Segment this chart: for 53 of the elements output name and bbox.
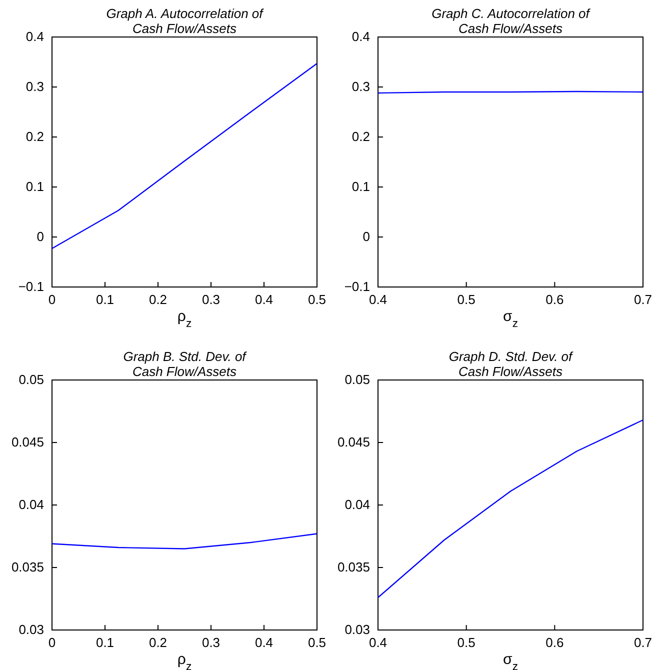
line-series xyxy=(51,62,318,250)
x-axis-title: σ$_{z}$ xyxy=(503,651,518,670)
x-tick-label: 0.1 xyxy=(96,292,114,308)
x-tick-label: 0.5 xyxy=(457,292,476,308)
x-tick-label: 0.1 xyxy=(96,635,114,650)
x-tick-label: 0.4 xyxy=(254,635,274,650)
y-tick-label: 0.05 xyxy=(344,372,370,388)
x-tick-label: 0.4 xyxy=(368,292,388,308)
y-tick-label: 0.1 xyxy=(26,179,44,194)
y-tick-label: 0.4 xyxy=(26,29,44,44)
y-tick-label: 0.2 xyxy=(26,129,44,144)
chart-title: Graph B. Std. Dev. of Cash Flow/Assets xyxy=(123,349,248,379)
y-tick-label: 0.035 xyxy=(337,560,370,575)
y-tick-label: −0.1 xyxy=(344,279,370,294)
y-tick-label: 0.3 xyxy=(352,79,370,94)
y-tick-label: 0.03 xyxy=(18,622,44,638)
chart-title: Graph D. Std. Dev. of Cash Flow/Assets xyxy=(448,349,574,379)
x-tick-label: 0.7 xyxy=(634,635,652,650)
y-tick-label: −0.1 xyxy=(18,279,44,294)
x-tick-label: 0.4 xyxy=(254,292,274,308)
y-tick-label: 0.3 xyxy=(26,79,44,94)
x-tick-label: 0.3 xyxy=(202,635,220,650)
y-tick-label: 0.04 xyxy=(18,497,44,512)
x-axis-title: ρ$_{z}$ xyxy=(177,651,192,670)
chart-title: Graph C. Autocorrelation of Cash Flow/Assets xyxy=(432,6,591,36)
x-tick-label: 0.3 xyxy=(202,292,220,308)
y-tick-label: 0.1 xyxy=(352,179,370,194)
y-tick-label: 0.03 xyxy=(344,622,370,638)
y-tick-label: 0.045 xyxy=(337,434,370,450)
y-tick-label: 0.04 xyxy=(344,497,370,512)
y-tick-label: 0.05 xyxy=(18,372,44,388)
y-tick-label: 0.035 xyxy=(11,560,44,575)
line-series xyxy=(51,533,318,550)
x-tick-label: 0 xyxy=(48,635,56,650)
x-tick-label: 0.5 xyxy=(457,635,476,650)
x-axis-title: σ$_{z}$ xyxy=(503,308,518,330)
y-tick-label: 0 xyxy=(36,229,44,244)
x-tick-label: 0.7 xyxy=(634,292,652,308)
x-tick-label: 0.5 xyxy=(308,635,326,650)
x-tick-label: 0.2 xyxy=(148,292,168,308)
chart-title: Graph A. Autocorrelation of Cash Flow/Assets xyxy=(106,6,264,36)
y-tick-label: 0.045 xyxy=(11,434,44,450)
x-tick-label: 0.4 xyxy=(368,635,388,650)
y-tick-label: 0.2 xyxy=(352,129,370,144)
x-tick-label: 0.6 xyxy=(546,292,564,308)
x-tick-label: 0 xyxy=(48,292,56,308)
y-tick-label: 0.4 xyxy=(352,29,370,44)
x-tick-label: 0.5 xyxy=(308,292,326,308)
line-series xyxy=(377,419,644,598)
y-tick-label: 0 xyxy=(362,229,370,244)
x-tick-label: 0.6 xyxy=(546,635,564,650)
x-axis-title: ρ$_{z}$ xyxy=(177,308,192,330)
x-tick-label: 0.2 xyxy=(148,635,168,650)
